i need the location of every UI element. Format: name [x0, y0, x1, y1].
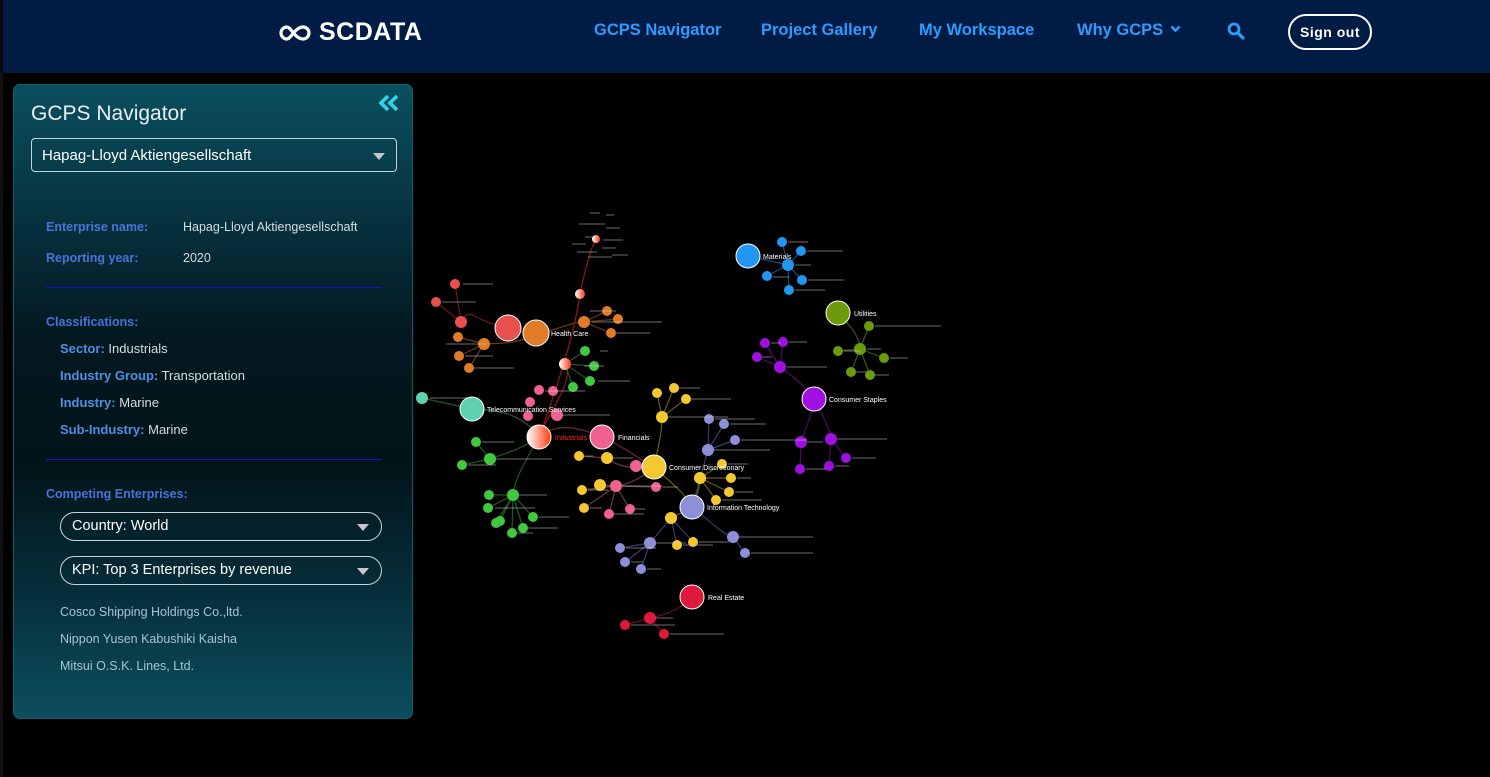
classification-sub-industry: Sub-Industry: Marine [60, 422, 188, 437]
competitor-item[interactable]: Cosco Shipping Holdings Co.,ltd. [60, 605, 243, 619]
chevron-down-icon [1170, 25, 1181, 33]
competitor-item[interactable]: Mitsui O.S.K. Lines, Ltd. [60, 659, 195, 673]
sector-label-materials: Materials [763, 254, 792, 261]
panel-title: GCPS Navigator [31, 102, 187, 125]
gcps-navigator-panel: GCPS Navigator Hapag-Lloyd Aktiengesells… [13, 84, 413, 719]
nav-why-gcps[interactable]: Why GCPS [1077, 21, 1181, 40]
classification-industry-group: Industry Group: Transportation [60, 368, 245, 383]
enterprise-select[interactable]: Hapag-Lloyd Aktiengesellschaft [31, 138, 397, 172]
classifications-label: Classifications: [46, 315, 139, 329]
caret-down-icon [357, 524, 369, 531]
sector-label-financials: Financials [618, 435, 650, 442]
sector-label-health-care: Health Care [551, 331, 588, 338]
logo[interactable]: SCDATA [277, 18, 422, 47]
caret-down-icon [373, 153, 385, 160]
double-chevron-left-icon [378, 94, 399, 112]
enterprise-name-value: Hapag-Lloyd Aktiengesellschaft [183, 220, 358, 234]
classification-industry: Industry: Marine [60, 395, 159, 410]
nav-why-gcps-label: Why GCPS [1077, 21, 1164, 39]
enterprise-select-value: Hapag-Lloyd Aktiengesellschaft [42, 147, 252, 164]
top-navigation-bar: SCDATA GCPS Navigator Project Gallery My… [0, 0, 1490, 73]
reporting-year-label: Reporting year: [46, 251, 139, 265]
sector-network-graph[interactable]: Health Care Materials Utilities Consumer… [413, 73, 1490, 777]
search-button[interactable] [1227, 22, 1245, 45]
kpi-select[interactable]: KPI: Top 3 Enterprises by revenue [60, 556, 382, 585]
classification-sector: Sector: Industrials [60, 341, 168, 356]
divider [46, 459, 382, 460]
enterprise-name-label: Enterprise name: [46, 220, 149, 234]
competitor-item[interactable]: Nippon Yusen Kabushiki Kaisha [60, 632, 237, 646]
sector-label-consumer-staples: Consumer Staples [829, 397, 887, 404]
reporting-year-value: 2020 [183, 251, 211, 265]
nav-project-gallery[interactable]: Project Gallery [761, 21, 878, 39]
sector-label-real-estate: Real Estate [708, 595, 744, 602]
sector-label-telecommunication: Telecommunication Services [487, 407, 576, 414]
search-icon [1227, 22, 1245, 40]
divider [46, 287, 382, 288]
sector-label-industrials-highlighted: Industrials [555, 435, 587, 442]
sign-out-button[interactable]: Sign out [1288, 14, 1372, 50]
nav-my-workspace[interactable]: My Workspace [919, 21, 1035, 39]
kpi-select-value: KPI: Top 3 Enterprises by revenue [72, 562, 292, 578]
country-select-value: Country: World [72, 518, 169, 534]
sector-label-consumer-discretionary: Consumer Discretionary [669, 465, 745, 472]
country-select[interactable]: Country: World [60, 512, 382, 541]
competing-enterprises-label: Competing Enterprises: [46, 487, 188, 501]
sector-label-information-technology: Information Technology [707, 505, 780, 512]
nav-gcps-navigator[interactable]: GCPS Navigator [594, 21, 722, 39]
infinity-logo-icon [279, 24, 311, 41]
caret-down-icon [357, 568, 369, 575]
logo-text: SCDATA [319, 18, 423, 46]
collapse-panel-button[interactable] [378, 91, 400, 119]
sector-label-utilities: Utilities [854, 311, 877, 318]
left-edge [0, 73, 3, 777]
